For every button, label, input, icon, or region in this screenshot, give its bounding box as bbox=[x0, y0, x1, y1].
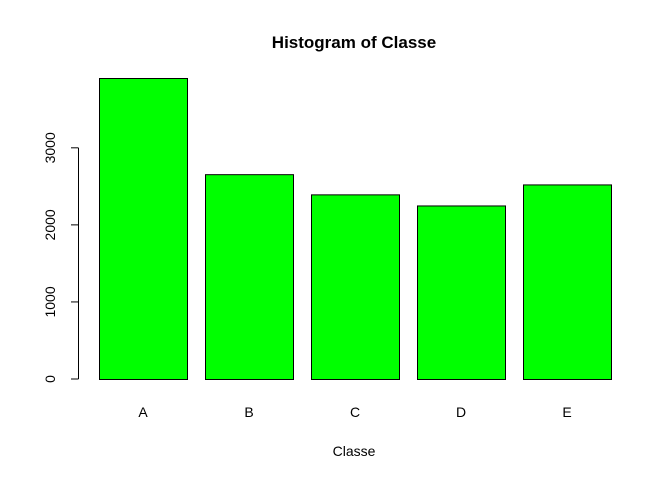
y-tick-label: 3000 bbox=[42, 132, 58, 163]
y-tick-label: 2000 bbox=[42, 209, 58, 240]
y-tick-label: 0 bbox=[42, 375, 58, 383]
y-tick-label: 1000 bbox=[42, 286, 58, 317]
bar-e bbox=[523, 184, 612, 380]
x-tick-label-e: E bbox=[562, 404, 571, 420]
bar-d bbox=[417, 205, 506, 380]
y-axis: 0 1000 2000 3000 bbox=[42, 132, 79, 383]
x-tick-label-c: C bbox=[350, 404, 360, 420]
bars-group bbox=[99, 78, 612, 380]
x-tick-label-b: B bbox=[244, 404, 253, 420]
x-tick-label-d: D bbox=[456, 404, 466, 420]
x-tick-label-a: A bbox=[138, 404, 148, 420]
bar-c bbox=[311, 194, 400, 380]
bar-b bbox=[205, 174, 294, 380]
x-axis-label: Classe bbox=[333, 443, 376, 459]
chart-title: Histogram of Classe bbox=[272, 33, 436, 52]
x-tick-labels: A B C D E bbox=[138, 404, 571, 420]
bar-a bbox=[99, 78, 188, 380]
